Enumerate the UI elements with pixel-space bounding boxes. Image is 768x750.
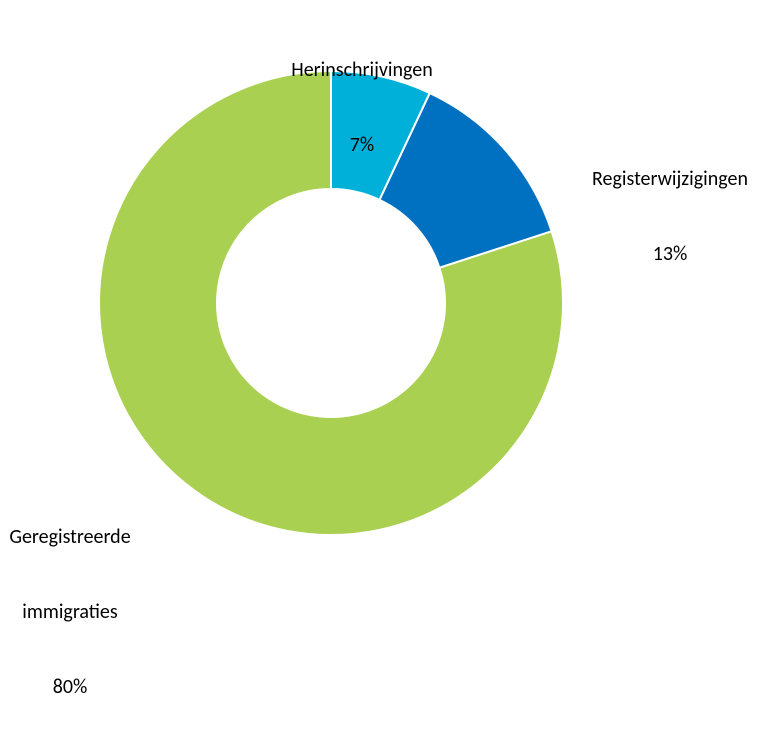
label-text: 13% xyxy=(570,242,768,267)
label-text: immigraties xyxy=(0,600,155,625)
label-text: Herinschrijvingen xyxy=(262,58,462,83)
slice-label-geregistreerde-immigraties: Geregistreerde immigraties 80% xyxy=(0,475,155,750)
slice-label-registerwijzigingen: Registerwijzigingen 13% xyxy=(570,117,768,317)
donut-chart: Herinschrijvingen 7% Registerwijzigingen… xyxy=(0,0,768,609)
label-text: 7% xyxy=(262,133,462,158)
label-text: Geregistreerde xyxy=(0,525,155,550)
label-text: Registerwijzigingen xyxy=(570,167,768,192)
label-text: 80% xyxy=(0,675,155,700)
slice-label-herinschrijvingen: Herinschrijvingen 7% xyxy=(262,8,462,208)
